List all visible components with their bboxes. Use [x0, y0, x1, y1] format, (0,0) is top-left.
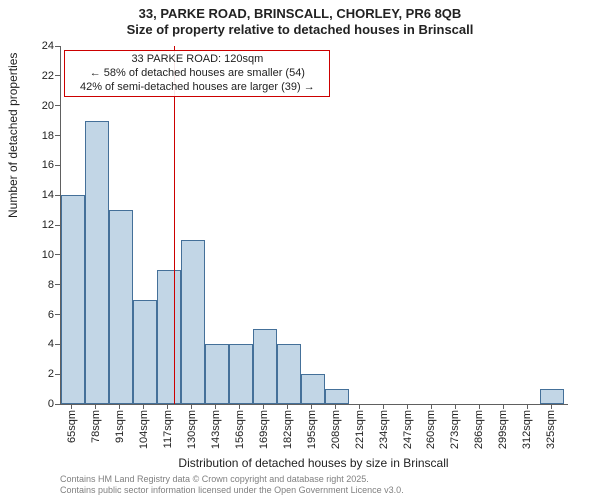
y-tick-label: 10 — [4, 249, 54, 261]
histogram-bar — [181, 240, 205, 404]
annot-line-b: 42% of semi-detached houses are larger (… — [71, 81, 323, 95]
histogram-bar — [277, 344, 301, 404]
credits-line-2: Contains public sector information licen… — [60, 485, 404, 496]
x-axis-label: Distribution of detached houses by size … — [60, 456, 567, 470]
x-tick-label: 286sqm — [473, 410, 485, 449]
x-tick-label: 117sqm — [162, 410, 174, 448]
credits: Contains HM Land Registry data © Crown c… — [60, 474, 404, 497]
x-tick-label: 169sqm — [258, 410, 270, 449]
title-sub: Size of property relative to detached ho… — [0, 22, 600, 38]
histogram-bar — [229, 344, 253, 404]
x-tick-label: 78sqm — [90, 410, 102, 443]
y-tick-label: 4 — [4, 338, 54, 350]
annotation-box: 33 PARKE ROAD: 120sqm ← 58% of detached … — [64, 50, 330, 97]
x-tick-label: 104sqm — [138, 410, 150, 449]
y-tick-label: 18 — [4, 130, 54, 142]
histogram-bar — [301, 374, 325, 404]
x-tick-label: 130sqm — [186, 410, 198, 449]
x-tick-label: 91sqm — [114, 410, 126, 443]
histogram-bar — [85, 121, 109, 404]
histogram-bar — [253, 329, 277, 404]
histogram-bar — [61, 195, 85, 404]
y-tick-label: 8 — [4, 279, 54, 291]
title-main: 33, PARKE ROAD, BRINSCALL, CHORLEY, PR6 … — [0, 6, 600, 22]
annot-line-a: ← 58% of detached houses are smaller (54… — [71, 67, 323, 81]
x-tick-label: 299sqm — [497, 410, 509, 449]
histogram-bar — [109, 210, 133, 404]
histogram-bar — [325, 389, 349, 404]
x-tick-label: 234sqm — [378, 410, 390, 449]
x-tick-label: 143sqm — [210, 410, 222, 449]
y-tick-label: 12 — [4, 219, 54, 231]
reference-line — [174, 46, 175, 404]
y-tick-label: 0 — [4, 398, 54, 410]
y-tick-label: 24 — [4, 40, 54, 52]
credits-line-1: Contains HM Land Registry data © Crown c… — [60, 474, 404, 485]
histogram-bar — [205, 344, 229, 404]
x-tick-label: 182sqm — [282, 410, 294, 449]
x-tick-label: 247sqm — [402, 410, 414, 449]
x-tick-label: 260sqm — [425, 410, 437, 449]
x-tick-label: 65sqm — [66, 410, 78, 443]
y-tick-label: 22 — [4, 70, 54, 82]
x-tick-label: 156sqm — [234, 410, 246, 449]
x-tick-label: 208sqm — [330, 410, 342, 449]
y-tick-label: 16 — [4, 159, 54, 171]
x-tick-label: 195sqm — [306, 410, 318, 449]
x-tick-label: 325sqm — [545, 410, 557, 449]
plot-area: 33 PARKE ROAD: 120sqm ← 58% of detached … — [60, 46, 568, 405]
histogram-bar — [540, 389, 564, 404]
annot-title: 33 PARKE ROAD: 120sqm — [71, 53, 323, 67]
y-tick-label: 2 — [4, 368, 54, 380]
y-tick-label: 20 — [4, 100, 54, 112]
y-tick-label: 6 — [4, 309, 54, 321]
histogram-bar — [157, 270, 181, 404]
chart-card: 33, PARKE ROAD, BRINSCALL, CHORLEY, PR6 … — [0, 0, 600, 500]
histogram-bar — [133, 300, 157, 404]
x-tick-label: 221sqm — [354, 410, 366, 449]
x-tick-label: 273sqm — [449, 410, 461, 449]
x-tick-label: 312sqm — [521, 410, 533, 449]
y-tick-label: 14 — [4, 189, 54, 201]
title-block: 33, PARKE ROAD, BRINSCALL, CHORLEY, PR6 … — [0, 6, 600, 37]
